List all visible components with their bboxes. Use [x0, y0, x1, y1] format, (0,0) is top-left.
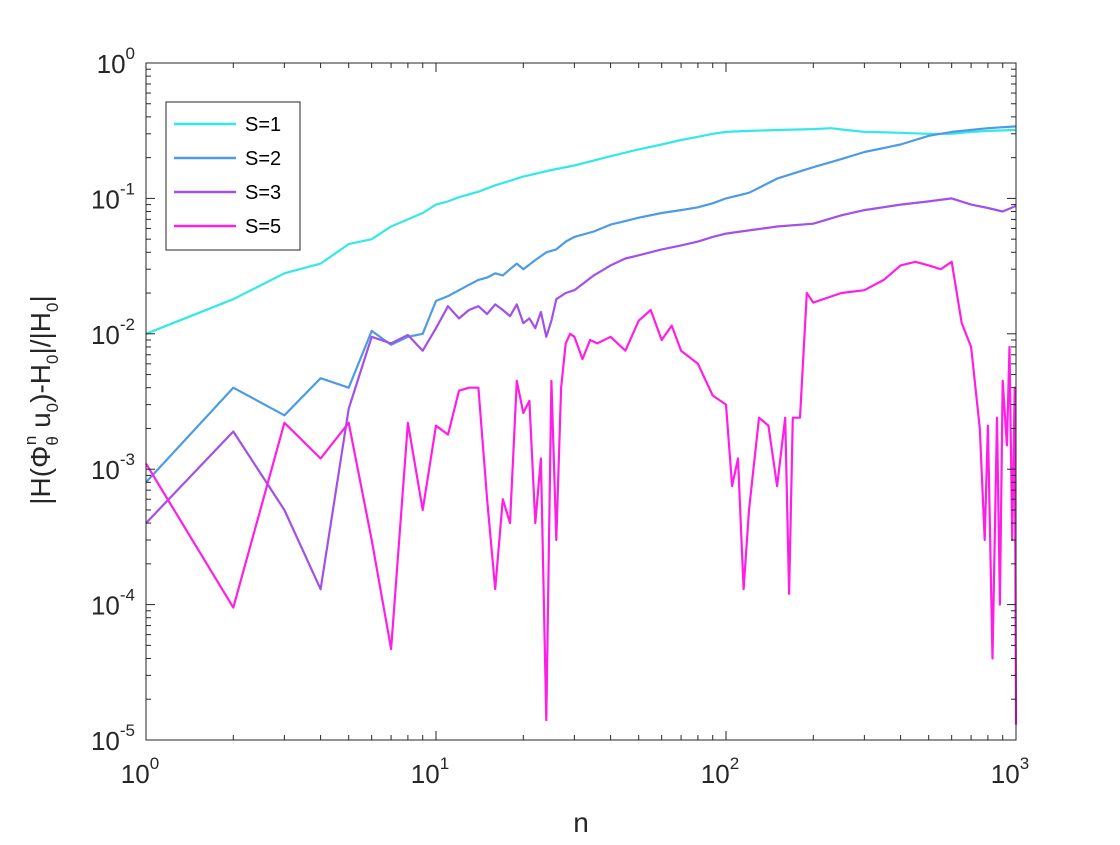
y-axis-label-sub: 0: [43, 403, 62, 412]
y-tick-exponent: -2: [120, 315, 135, 334]
y-tick-base: 10: [97, 49, 126, 79]
legend-label: S=1: [245, 114, 281, 136]
x-tick-label: 102: [701, 754, 739, 789]
legend-items: S=1 S=2 S=3 S=5: [174, 114, 281, 238]
x-tick-base: 10: [411, 759, 440, 789]
y-tick-exponent: 0: [126, 44, 135, 63]
y-axis-label-sub-theta: θ: [43, 436, 62, 445]
y-axis-label-part: )-H: [25, 364, 56, 403]
y-tick-exponent: -5: [120, 721, 135, 740]
y-axis-label-part: |: [25, 295, 56, 302]
y-tick-exponent: -4: [120, 586, 135, 605]
y-tick-base: 10: [91, 184, 120, 214]
series-line-4: [145, 260, 1018, 725]
series-line-1: [145, 127, 1017, 335]
y-tick-label: 10-1: [91, 179, 135, 214]
y-tick-base: 10: [91, 591, 120, 621]
x-tick-exponent: 1: [440, 754, 449, 773]
series-line-3: [145, 197, 1017, 591]
x-tick-base: 10: [121, 759, 150, 789]
y-axis-label-sub: 0: [43, 302, 62, 311]
y-tick-base: 10: [91, 455, 120, 485]
x-tick-label: 100: [121, 754, 159, 789]
y-axis-label-sup-n: n: [21, 436, 40, 445]
y-axis-label-part: u: [25, 412, 56, 435]
y-tick-label: 10-2: [91, 315, 135, 350]
y-tick-label: 10-5: [91, 721, 135, 756]
y-axis-label-sub: 0: [43, 355, 62, 364]
y-axis-label: |H(Φθn u0)-H0|/|H0|: [21, 295, 62, 505]
x-axis-label: n: [573, 807, 589, 838]
y-axis-label-part: |H(Φ: [25, 446, 56, 505]
y-tick-exponent: -1: [120, 179, 135, 198]
y-tick-base: 10: [91, 320, 120, 350]
y-tick-base: 10: [91, 726, 120, 756]
series-lines: [145, 125, 1018, 725]
x-tick-label: 101: [411, 754, 449, 789]
x-tick-base: 10: [991, 759, 1020, 789]
legend-label: S=5: [245, 216, 281, 238]
x-tick-exponent: 3: [1020, 754, 1029, 773]
axes-box: [145, 62, 1017, 741]
legend: S=1 S=2 S=3 S=5: [165, 101, 301, 251]
y-axis-label-part: |/|H: [25, 312, 56, 355]
x-tick-base: 10: [701, 759, 730, 789]
x-tick-exponent: 2: [730, 754, 739, 773]
x-tick-label: 103: [991, 754, 1029, 789]
legend-label: S=2: [245, 148, 281, 170]
y-tick-exponent: -3: [120, 450, 135, 469]
y-tick-label: 10-4: [91, 586, 135, 621]
y-tick-label: 100: [97, 44, 135, 79]
legend-label: S=3: [245, 182, 281, 204]
y-tick-label: 10-3: [91, 450, 135, 485]
x-tick-exponent: 0: [150, 754, 159, 773]
